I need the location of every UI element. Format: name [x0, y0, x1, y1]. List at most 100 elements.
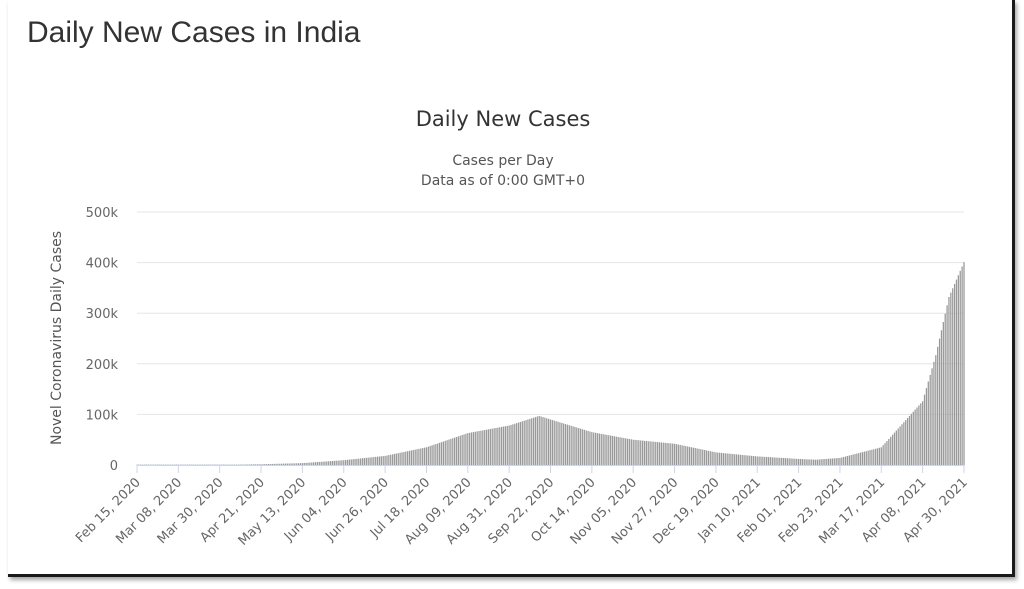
bar [467, 433, 469, 465]
bar [741, 454, 743, 465]
bar [811, 459, 813, 465]
bar [476, 431, 478, 465]
bar [719, 452, 721, 465]
bar [805, 459, 807, 465]
bar [882, 445, 884, 465]
bar [572, 426, 574, 465]
bar [641, 440, 644, 465]
bar [677, 444, 679, 465]
bar [457, 436, 460, 465]
bar [792, 458, 794, 465]
bar [474, 431, 476, 465]
bar [891, 434, 894, 465]
bar [655, 441, 657, 465]
bar [935, 355, 937, 465]
grid-lines [137, 211, 964, 415]
bar [578, 428, 580, 465]
bar [262, 464, 264, 465]
bar [664, 442, 666, 465]
bar [500, 426, 503, 465]
bar [408, 450, 411, 465]
bar [861, 452, 864, 465]
bar [626, 438, 629, 465]
bar [899, 426, 901, 465]
bar [948, 297, 950, 465]
bar [876, 448, 879, 465]
bar [903, 422, 905, 465]
bar [602, 434, 604, 465]
bar [277, 463, 279, 465]
bar [412, 450, 414, 465]
bar [775, 457, 777, 465]
bar [694, 448, 696, 465]
bar [745, 455, 747, 465]
bar [589, 431, 591, 465]
bar [333, 460, 335, 465]
bar [499, 427, 501, 465]
bar [254, 464, 257, 465]
bar [685, 446, 687, 465]
bar [756, 456, 758, 465]
bar [843, 456, 845, 465]
bar [820, 459, 822, 465]
bar [564, 424, 567, 465]
bar [630, 439, 632, 465]
bar [484, 430, 486, 465]
bar [305, 462, 307, 465]
bar [910, 413, 913, 465]
bar [292, 463, 294, 465]
bar [771, 457, 773, 465]
bar [788, 458, 790, 465]
bar [461, 435, 463, 465]
bar [920, 403, 922, 465]
bar [660, 442, 663, 465]
y-tick-label: 500k [86, 206, 119, 221]
bar [606, 434, 608, 465]
bar [726, 453, 728, 465]
bar [527, 419, 529, 465]
bar [782, 458, 785, 465]
bar [799, 459, 802, 465]
bar [380, 456, 382, 465]
bar [563, 423, 565, 465]
bar [822, 459, 824, 465]
bars [136, 262, 965, 465]
bar [797, 458, 800, 465]
bar [546, 418, 548, 465]
bar [570, 425, 572, 465]
bar [705, 450, 708, 465]
bar [407, 451, 409, 465]
bar [418, 448, 420, 465]
bar [666, 443, 668, 465]
bar [692, 447, 694, 465]
bar [555, 421, 557, 465]
bar [367, 457, 369, 465]
bar [579, 428, 582, 465]
bar [839, 457, 841, 465]
bar [826, 458, 828, 465]
bar [382, 456, 384, 465]
bar [393, 453, 396, 465]
bar [420, 448, 422, 465]
bar [812, 459, 815, 465]
bar [343, 460, 345, 465]
bar [493, 428, 495, 465]
y-tick-label: 400k [86, 257, 119, 272]
bar [591, 432, 593, 465]
bar [346, 459, 349, 465]
bar [619, 437, 621, 465]
bar [249, 464, 251, 465]
bar [760, 456, 762, 465]
bar [790, 458, 792, 465]
bar [324, 461, 326, 465]
bar [266, 464, 268, 465]
bar [722, 453, 725, 465]
bar [878, 447, 881, 465]
bar [623, 437, 625, 465]
bar [363, 458, 366, 465]
bar [326, 461, 328, 465]
bar [809, 459, 811, 465]
bar [423, 447, 426, 465]
bar [354, 459, 356, 465]
bar [303, 462, 305, 465]
